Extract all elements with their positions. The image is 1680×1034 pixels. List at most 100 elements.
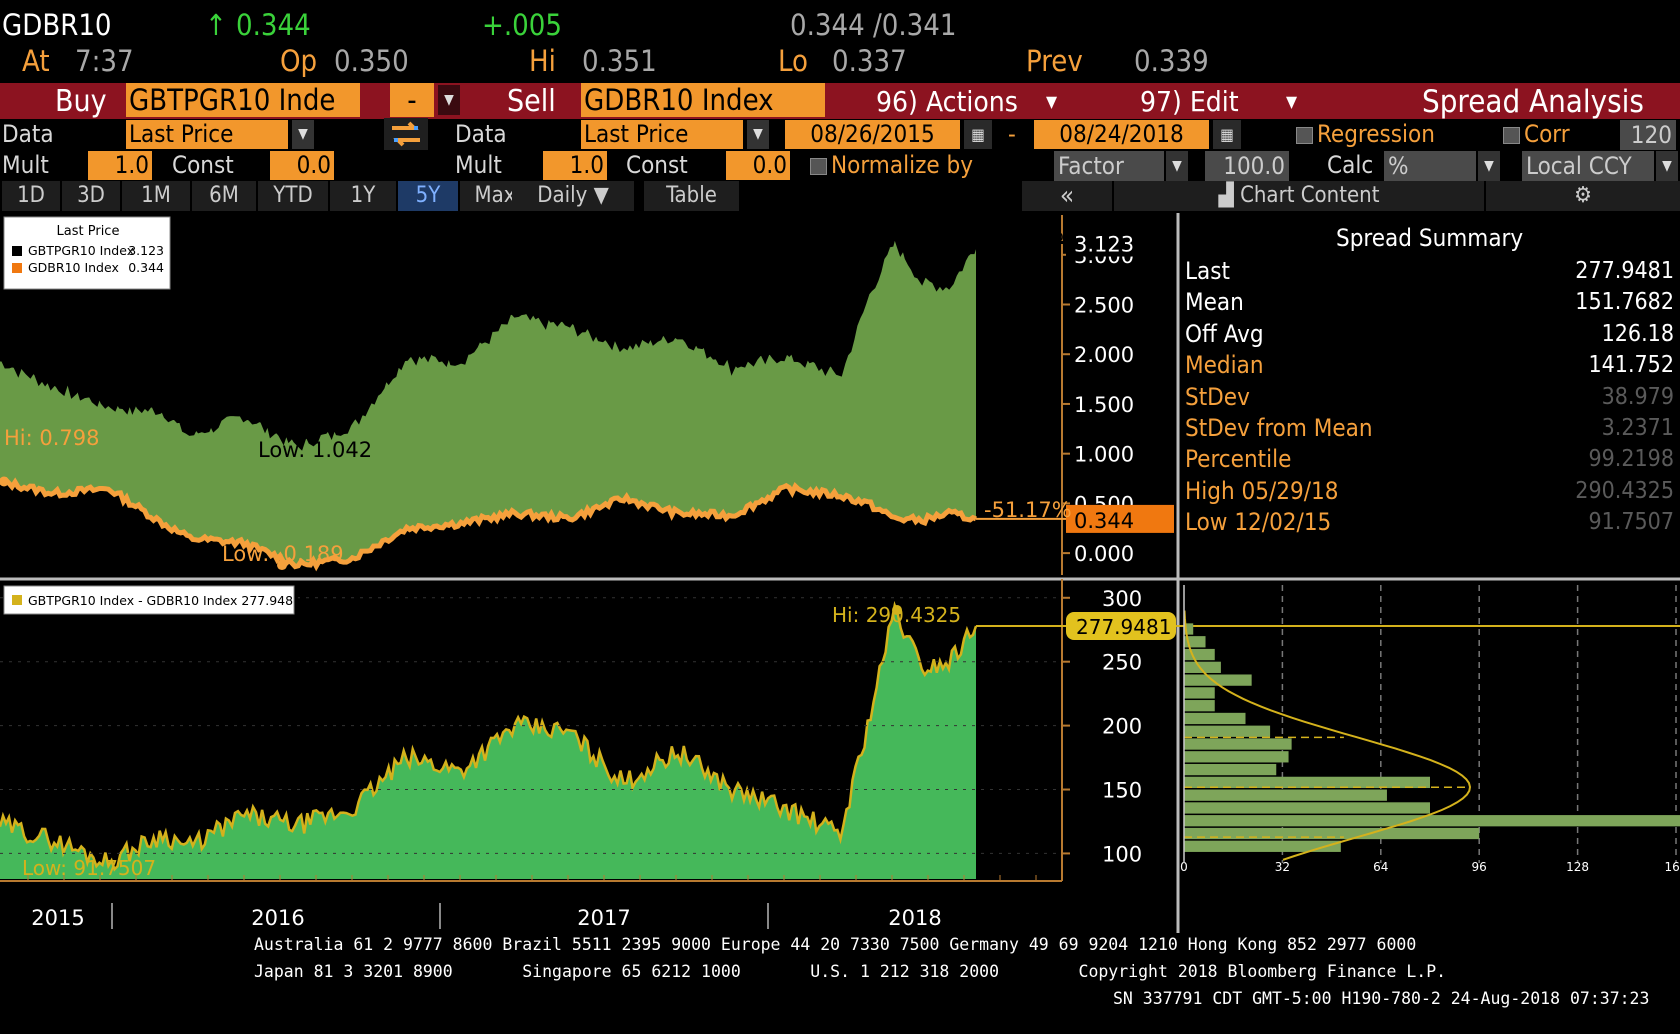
open-label: Op (280, 44, 318, 78)
corr-window-input[interactable]: 120 (1620, 120, 1676, 150)
normalize-factor-select[interactable]: Factor (1054, 151, 1164, 181)
summary-label: Mean (1185, 288, 1244, 317)
tab-1m[interactable]: 1M (122, 181, 190, 211)
spread-last-label: 277.9481 (1076, 615, 1171, 639)
tab-5y[interactable]: 5Y (398, 181, 458, 211)
legend-series-name: GBTPGR10 Index (28, 243, 134, 258)
swap-icon[interactable] (384, 118, 428, 150)
tab-3d[interactable]: 3D (62, 181, 120, 211)
checkbox-icon[interactable] (1296, 126, 1313, 144)
hist-tick-label: 64 (1373, 860, 1388, 874)
hist-bar (1184, 674, 1252, 686)
gdbr10-last-box (1066, 504, 1174, 533)
net-change: +.005 (482, 8, 562, 42)
chevron-down-icon[interactable]: ▼ (747, 120, 769, 149)
buy-security-input[interactable]: GBTPGR10 Inde (126, 83, 360, 117)
calc-label: Calc (1327, 151, 1374, 179)
spread-high-point (892, 605, 902, 616)
normal-fit-curve (1183, 610, 1472, 861)
buy-const-input[interactable]: 0.0 (270, 151, 334, 180)
summary-label: StDev (1185, 382, 1250, 411)
spread-low-label: Low: 91.7507 (22, 856, 156, 880)
summary-value: 38.979 (1601, 383, 1674, 410)
footer-phones-1: Australia 61 2 9777 8600 Brazil 5511 239… (254, 935, 1417, 954)
time-label: At (22, 44, 50, 78)
legend-swatch (12, 246, 22, 256)
normalize-checkbox[interactable]: Normalize by (810, 150, 973, 180)
sell-mult-label: Mult (455, 151, 502, 179)
edit-chevron-icon[interactable]: ▼ (1286, 92, 1298, 111)
spread-last-box (1066, 611, 1176, 640)
legend-series-value: 0.344 (128, 260, 164, 275)
time-value: 7:37 (75, 44, 134, 78)
chevron-down-icon[interactable]: ▼ (438, 85, 460, 115)
hist-tick-label: 160 (1665, 860, 1680, 874)
gdbr10-high-point (0, 476, 9, 487)
sell-data-select[interactable]: Last Price (581, 120, 743, 149)
price-tick-label: 1.500 (1074, 393, 1134, 417)
chevron-down-icon[interactable]: ▼ (292, 120, 314, 149)
chevron-down-icon[interactable]: ▼ (1166, 151, 1188, 181)
summary-value: 290.4325 (1575, 477, 1674, 504)
tab-1d[interactable]: 1D (2, 181, 60, 211)
calendar-icon[interactable]: ▦ (1213, 120, 1241, 149)
frequency-select[interactable]: Daily ▼ (512, 181, 634, 211)
low-label: Lo (778, 44, 808, 78)
chart-content-button[interactable]: ▟ Chart Content (1114, 181, 1484, 211)
factor-value-input[interactable]: 100.0 (1205, 151, 1289, 181)
chevron-down-icon[interactable]: ▼ (1656, 151, 1678, 181)
sell-data-label: Data (455, 120, 507, 148)
settings-icon[interactable]: ⚙ (1486, 181, 1680, 211)
legend-swatch (12, 595, 22, 605)
currency-select[interactable]: Local CCY (1522, 151, 1654, 181)
hist-bar (1184, 636, 1206, 648)
end-date-input[interactable]: 08/24/2018 (1034, 120, 1209, 149)
tab-1y[interactable]: 1Y (330, 181, 396, 211)
collapse-panel-button[interactable]: « (1022, 181, 1112, 211)
spread-tick-label: 200 (1102, 715, 1142, 739)
gdbr10-line (0, 477, 977, 572)
checkbox-icon[interactable] (810, 157, 827, 175)
low-value: 0.337 (832, 44, 907, 78)
sell-mult-input[interactable]: 1.0 (543, 151, 607, 180)
buy-data-select[interactable]: Last Price (126, 120, 288, 149)
tab-6m[interactable]: 6M (192, 181, 256, 211)
buy-label: Buy (55, 84, 107, 119)
gbtpgr10-low-label: Low: 1.042 (258, 438, 372, 462)
chevron-down-icon[interactable]: ▼ (1478, 151, 1500, 181)
hist-bar (1184, 776, 1430, 789)
page-title: Spread Analysis (1422, 84, 1644, 120)
hist-bar (1184, 712, 1246, 725)
footer-session: SN 337791 CDT GMT-5:00 H190-780-2 24-Aug… (1113, 989, 1650, 1008)
sell-security-input[interactable]: GDBR10 Index (581, 83, 825, 117)
actions-chevron-icon[interactable]: ▼ (1046, 92, 1058, 111)
buy-mult-input[interactable]: 1.0 (88, 151, 152, 180)
summary-value: 141.752 (1588, 352, 1674, 379)
tab-ytd[interactable]: YTD (258, 181, 328, 211)
price-spread-fill (0, 233, 976, 567)
operator-select[interactable]: - (390, 83, 434, 117)
edit-menu[interactable]: 97) Edit (1140, 85, 1239, 118)
year-tick-label: 2017 (577, 906, 630, 930)
corr-checkbox[interactable]: Corr (1503, 119, 1570, 149)
calendar-icon[interactable]: ▦ (964, 120, 992, 149)
sell-const-input[interactable]: 0.0 (726, 151, 790, 180)
price-tick-label: 2.000 (1074, 343, 1134, 367)
gdbr10-low-point (277, 560, 287, 571)
spread-chart-area[interactable]: 0.0000.5001.0001.5002.0002.5003.0003.123… (0, 213, 1680, 943)
price-legend (3, 216, 171, 290)
hist-bar (1184, 738, 1292, 750)
table-button[interactable]: Table (644, 181, 739, 211)
actions-menu[interactable]: 96) Actions (876, 85, 1018, 118)
regression-checkbox[interactable]: Regression (1296, 119, 1435, 149)
start-date-input[interactable]: 08/26/2015 (785, 120, 960, 149)
calc-select[interactable]: % (1384, 151, 1476, 181)
footer-phones-2: Japan 81 3 3201 8900 Singapore 65 6212 1… (254, 962, 1447, 981)
corr-label: Corr (1524, 120, 1570, 148)
hist-bar (1184, 700, 1215, 712)
checkbox-icon[interactable] (1503, 126, 1520, 144)
gdbr10-high-label: Hi: 0.798 (4, 426, 100, 450)
year-tick-label: 2016 (251, 906, 304, 930)
ticker: GDBR10 (2, 8, 112, 42)
summary-label: Low 12/02/15 (1185, 508, 1332, 537)
